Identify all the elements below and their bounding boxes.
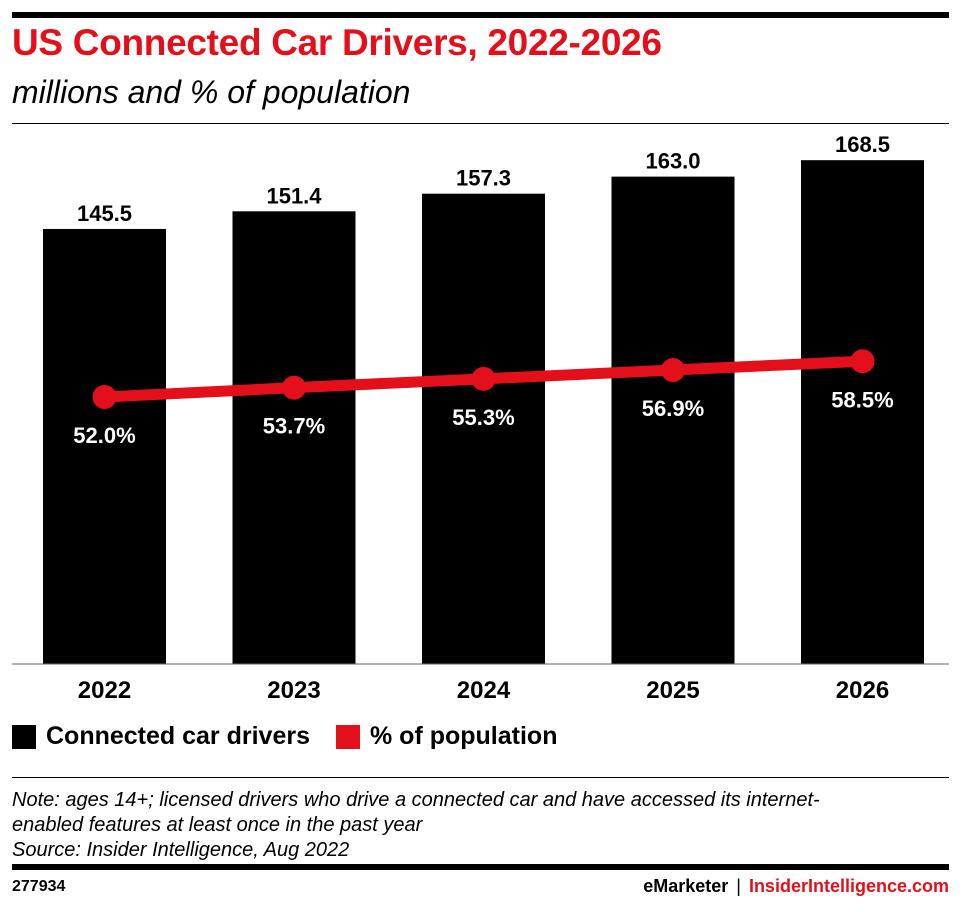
bar-value-label-2022: 145.5 — [77, 201, 132, 226]
line-value-label-2023: 53.7% — [263, 414, 325, 439]
line-layer — [92, 349, 875, 409]
note-rule — [12, 777, 949, 778]
bar-2024 — [422, 193, 545, 664]
line-point-2024 — [471, 366, 496, 391]
line-point-2023 — [282, 375, 306, 400]
bar-2025 — [611, 176, 735, 664]
chart-area: 145.5 2022 151.4 2023 157.3 2024 163.0 2025 168.… — [12, 132, 949, 704]
line-value-label-2022: 52.0% — [73, 423, 135, 448]
x-tick-label-2026: 2026 — [836, 677, 889, 704]
bar-value-label-2024: 157.3 — [456, 166, 511, 191]
line-point-2025 — [661, 358, 685, 383]
x-tick-label-2022: 2022 — [78, 677, 131, 704]
legend: Connected car drivers % of population — [12, 722, 583, 751]
source-line: Source: Insider Intelligence, Aug 2022 — [12, 839, 350, 861]
footer-brand: eMarketer | InsiderIntelligence.com — [643, 876, 949, 897]
x-tick-label-2025: 2025 — [646, 677, 699, 704]
bar-value-label-2023: 151.4 — [266, 183, 322, 208]
legend-swatch-line — [336, 724, 360, 749]
legend-item-drivers: Connected car drivers — [12, 722, 310, 751]
bar-value-label-2026: 168.5 — [835, 132, 890, 157]
x-tick-label-2024: 2024 — [457, 677, 511, 704]
note-line-2: enabled features at least once in the pa… — [12, 814, 423, 836]
line-value-label-2024: 55.3% — [452, 405, 514, 430]
bar-2026 — [801, 160, 924, 664]
line-point-2022 — [92, 385, 117, 409]
brand-emarketer: eMarketer — [643, 876, 729, 896]
line-value-label-2026: 58.5% — [831, 387, 893, 412]
legend-item-population: % of population — [336, 722, 557, 751]
note-line-1: Note: ages 14+; licensed drivers who dri… — [12, 789, 820, 811]
legend-label-drivers: Connected car drivers — [46, 722, 310, 750]
bar-2022 — [43, 228, 166, 664]
labels-layer: 145.5 2022 151.4 2023 157.3 2024 163.0 2025 168.… — [73, 132, 893, 704]
line-point-2026 — [850, 349, 875, 374]
chart-id: 277934 — [12, 878, 66, 895]
brand-insider-intelligence: InsiderIntelligence.com — [748, 876, 949, 896]
legend-label-population: % of population — [370, 722, 558, 750]
bars-layer — [43, 160, 924, 664]
x-tick-label-2023: 2023 — [267, 677, 320, 704]
bar-value-label-2025: 163.0 — [645, 149, 700, 174]
chart-subtitle: millions and % of population — [12, 74, 411, 110]
brand-separator: | — [736, 876, 741, 896]
bar-2023 — [232, 211, 356, 664]
chart-title: US Connected Car Drivers, 2022-2026 — [12, 22, 662, 63]
chart-note: Note: ages 14+; licensed drivers who dri… — [12, 788, 942, 863]
line-value-label-2025: 56.9% — [642, 396, 704, 421]
footer-rule — [12, 864, 949, 870]
top-rule — [12, 12, 949, 18]
legend-swatch-bars — [12, 724, 36, 749]
title-rule — [12, 123, 949, 124]
